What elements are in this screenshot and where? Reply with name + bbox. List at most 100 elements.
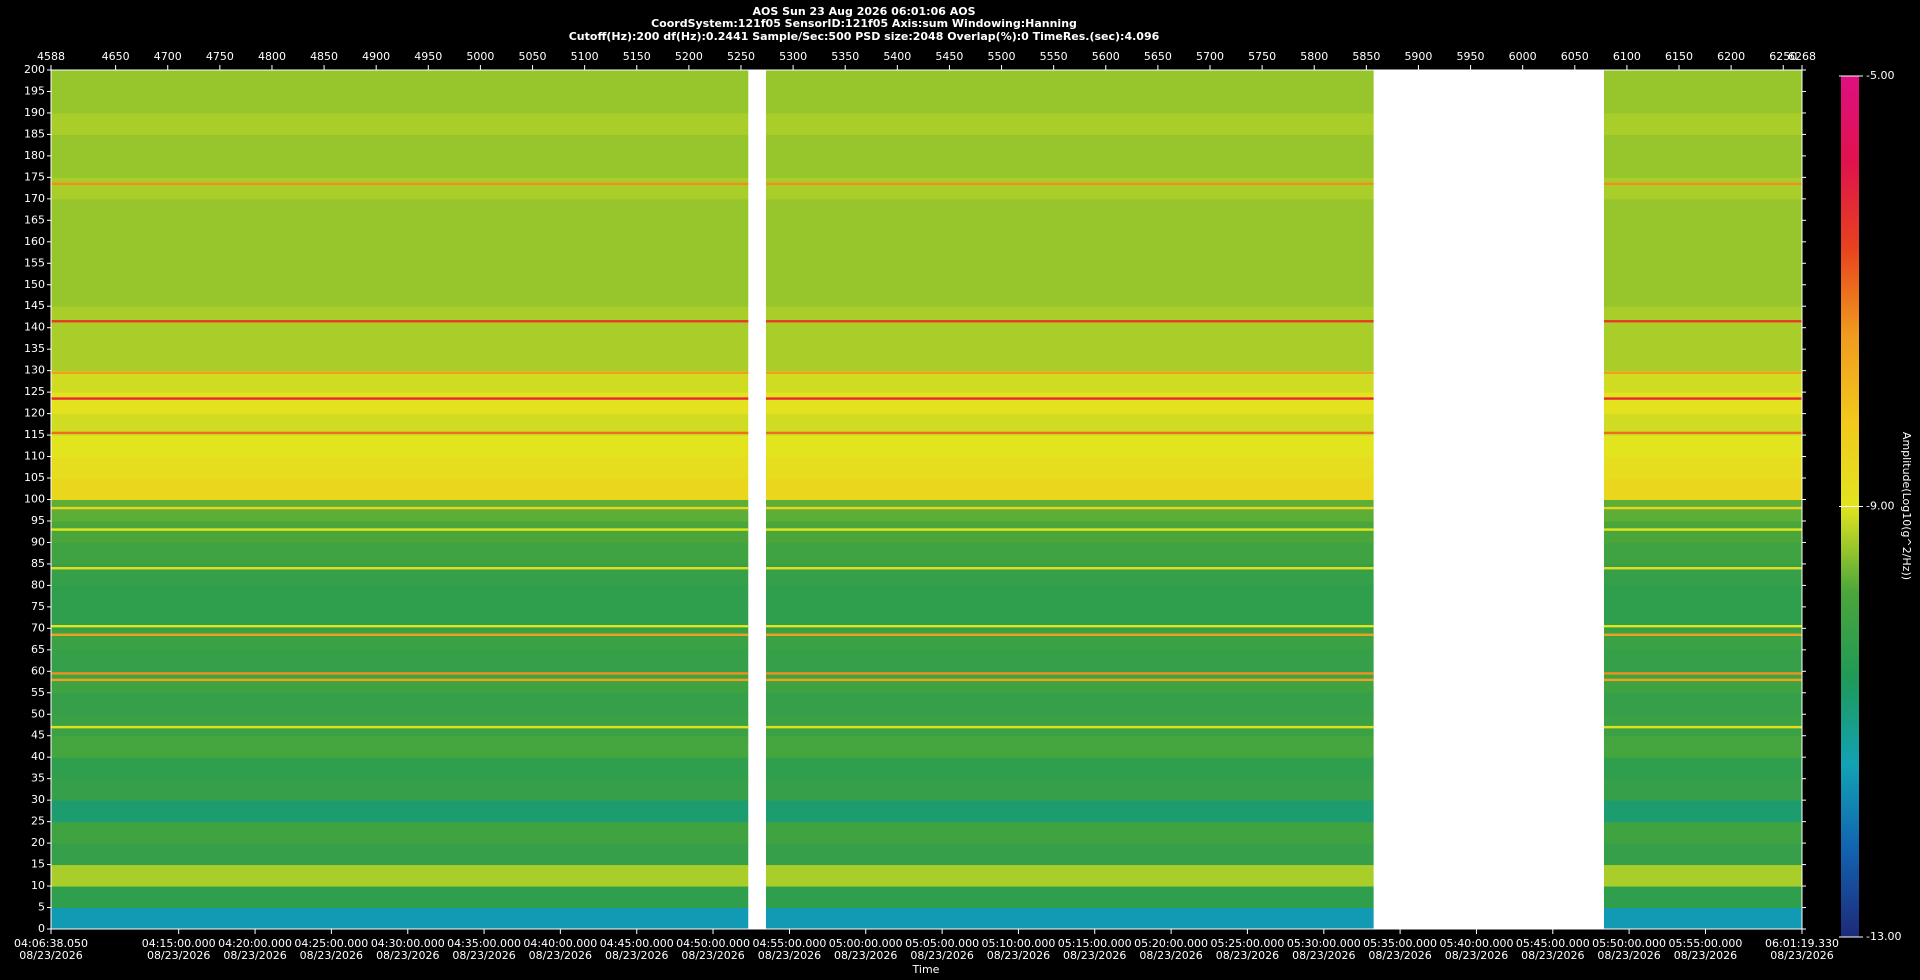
x-tick-label: 6268 — [1788, 50, 1816, 63]
y-tick-label: 70 — [31, 621, 45, 634]
y-tick-label: 5 — [38, 901, 45, 914]
spectrogram-cell — [765, 456, 1374, 479]
time-tick-date: 08/23/2026 — [758, 949, 821, 962]
y-tick-label: 120 — [24, 407, 45, 420]
spectral-line — [765, 431, 1374, 435]
spectrogram-cell — [51, 392, 749, 415]
x-tick-label: 6200 — [1717, 50, 1745, 63]
spectrogram-cell — [765, 692, 1374, 715]
spectrogram-cell — [765, 520, 1374, 543]
spectrogram-cell — [51, 284, 749, 307]
x-tick-label: 5550 — [1040, 50, 1068, 63]
spectral-line — [51, 431, 749, 435]
time-tick-date: 08/23/2026 — [1063, 949, 1126, 962]
x-tick-label: 4588 — [37, 50, 65, 63]
spectrogram-cell — [51, 778, 749, 801]
spectrogram-cell — [1603, 392, 1802, 415]
time-tick-label: 05:15:00.000 — [1058, 937, 1132, 950]
spectrogram-cell — [765, 843, 1374, 866]
spectrogram-cell — [765, 435, 1374, 458]
spectrogram-cell — [1603, 198, 1802, 221]
spectral-line — [765, 725, 1374, 729]
time-tick-date: 08/23/2026 — [987, 949, 1050, 962]
spectral-line — [1603, 431, 1802, 435]
spectral-line — [765, 672, 1374, 675]
x-tick-label: 5700 — [1196, 50, 1224, 63]
x-tick-label: 6250 — [1769, 50, 1797, 63]
spectrogram-cell — [1603, 735, 1802, 758]
y-tick-label: 100 — [24, 493, 45, 506]
spectral-line — [1603, 672, 1802, 675]
y-tick-label: 15 — [31, 858, 45, 871]
spectrogram-cell — [765, 735, 1374, 758]
y-tick-label: 190 — [24, 106, 45, 119]
spectrogram-cell — [765, 284, 1374, 307]
x-tick-label: 5600 — [1092, 50, 1120, 63]
spectrogram-cell — [765, 112, 1374, 135]
spectrogram-cell — [51, 843, 749, 866]
spectral-line — [765, 397, 1374, 400]
spectrogram-cell — [51, 198, 749, 221]
time-tick-date: 08/23/2026 — [376, 949, 439, 962]
spectrogram-cell — [51, 413, 749, 436]
time-tick-label: 05:05:00.000 — [905, 937, 979, 950]
spectrogram-cell — [1603, 864, 1802, 887]
spectrogram-cell — [1603, 520, 1802, 543]
time-tick-label: 05:25:00.000 — [1210, 937, 1284, 950]
spectrogram-cell — [765, 241, 1374, 264]
spectrogram-cell — [51, 456, 749, 479]
spectrogram-cell — [51, 542, 749, 565]
time-tick-label: 04:45:00.000 — [600, 937, 674, 950]
spectrogram-cell — [51, 435, 749, 458]
x-tick-label: 5000 — [466, 50, 494, 63]
x-tick-label: 5250 — [727, 50, 755, 63]
spectrogram-cell — [51, 628, 749, 651]
time-tick-label: 04:25:00.000 — [294, 937, 368, 950]
settings-line: Cutoff(Hz):200 df(Hz):0.2441 Sample/Sec:… — [569, 30, 1160, 43]
spectrogram-cell — [51, 864, 749, 887]
spectrogram-cell — [765, 864, 1374, 887]
time-tick-label: 06:01:19.330 — [1765, 937, 1839, 950]
spectrogram-cell — [51, 370, 749, 393]
spectral-line — [765, 633, 1374, 636]
spectrogram-cell — [51, 499, 749, 522]
spectrogram-cell — [51, 606, 749, 629]
spectrogram-cell — [51, 220, 749, 243]
spectrogram-cell — [51, 649, 749, 672]
spectrogram-cell — [1603, 456, 1802, 479]
spectrogram-cell — [765, 628, 1374, 651]
spectral-line — [51, 633, 749, 636]
time-tick-label: 04:35:00.000 — [447, 937, 521, 950]
spectrogram-cell — [51, 263, 749, 286]
spectrogram-cell — [1603, 692, 1802, 715]
spectrogram-cell — [765, 542, 1374, 565]
y-tick-label: 65 — [31, 643, 45, 656]
y-tick-label: 145 — [24, 299, 45, 312]
spectrogram-cell — [1603, 800, 1802, 823]
time-tick-label: 05:45:00.000 — [1516, 937, 1590, 950]
spectrogram-cell — [1603, 241, 1802, 264]
spectral-line — [1603, 725, 1802, 729]
time-tick-date: 08/23/2026 — [1216, 949, 1279, 962]
spectral-line — [1603, 320, 1802, 323]
spectrogram-cell — [51, 70, 749, 92]
y-tick-label: 155 — [24, 256, 45, 269]
y-tick-label: 130 — [24, 364, 45, 377]
spectrogram-cell — [765, 714, 1374, 737]
time-tick-label: 04:15:00.000 — [142, 937, 216, 950]
spectrogram-cell — [51, 112, 749, 135]
spectrogram-cell — [1603, 306, 1802, 329]
spectrogram-cell — [1603, 370, 1802, 393]
spectrogram-cell — [765, 478, 1374, 500]
time-tick-date: 08/23/2026 — [1674, 949, 1737, 962]
chart-subtitle: CoordSystem:121f05 SensorID:121f05 Axis:… — [651, 17, 1077, 30]
y-tick-label: 110 — [24, 450, 45, 463]
x-tick-label: 4700 — [154, 50, 182, 63]
colorbar-label: Amplitude(Log10(g^2/Hz)) — [1900, 432, 1913, 580]
time-tick-date: 08/23/2026 — [1445, 949, 1508, 962]
spectral-line — [1603, 678, 1802, 682]
spectrogram-cell — [1603, 134, 1802, 157]
y-tick-label: 55 — [31, 686, 45, 699]
spectral-line — [51, 725, 749, 729]
spectral-line — [51, 528, 749, 531]
